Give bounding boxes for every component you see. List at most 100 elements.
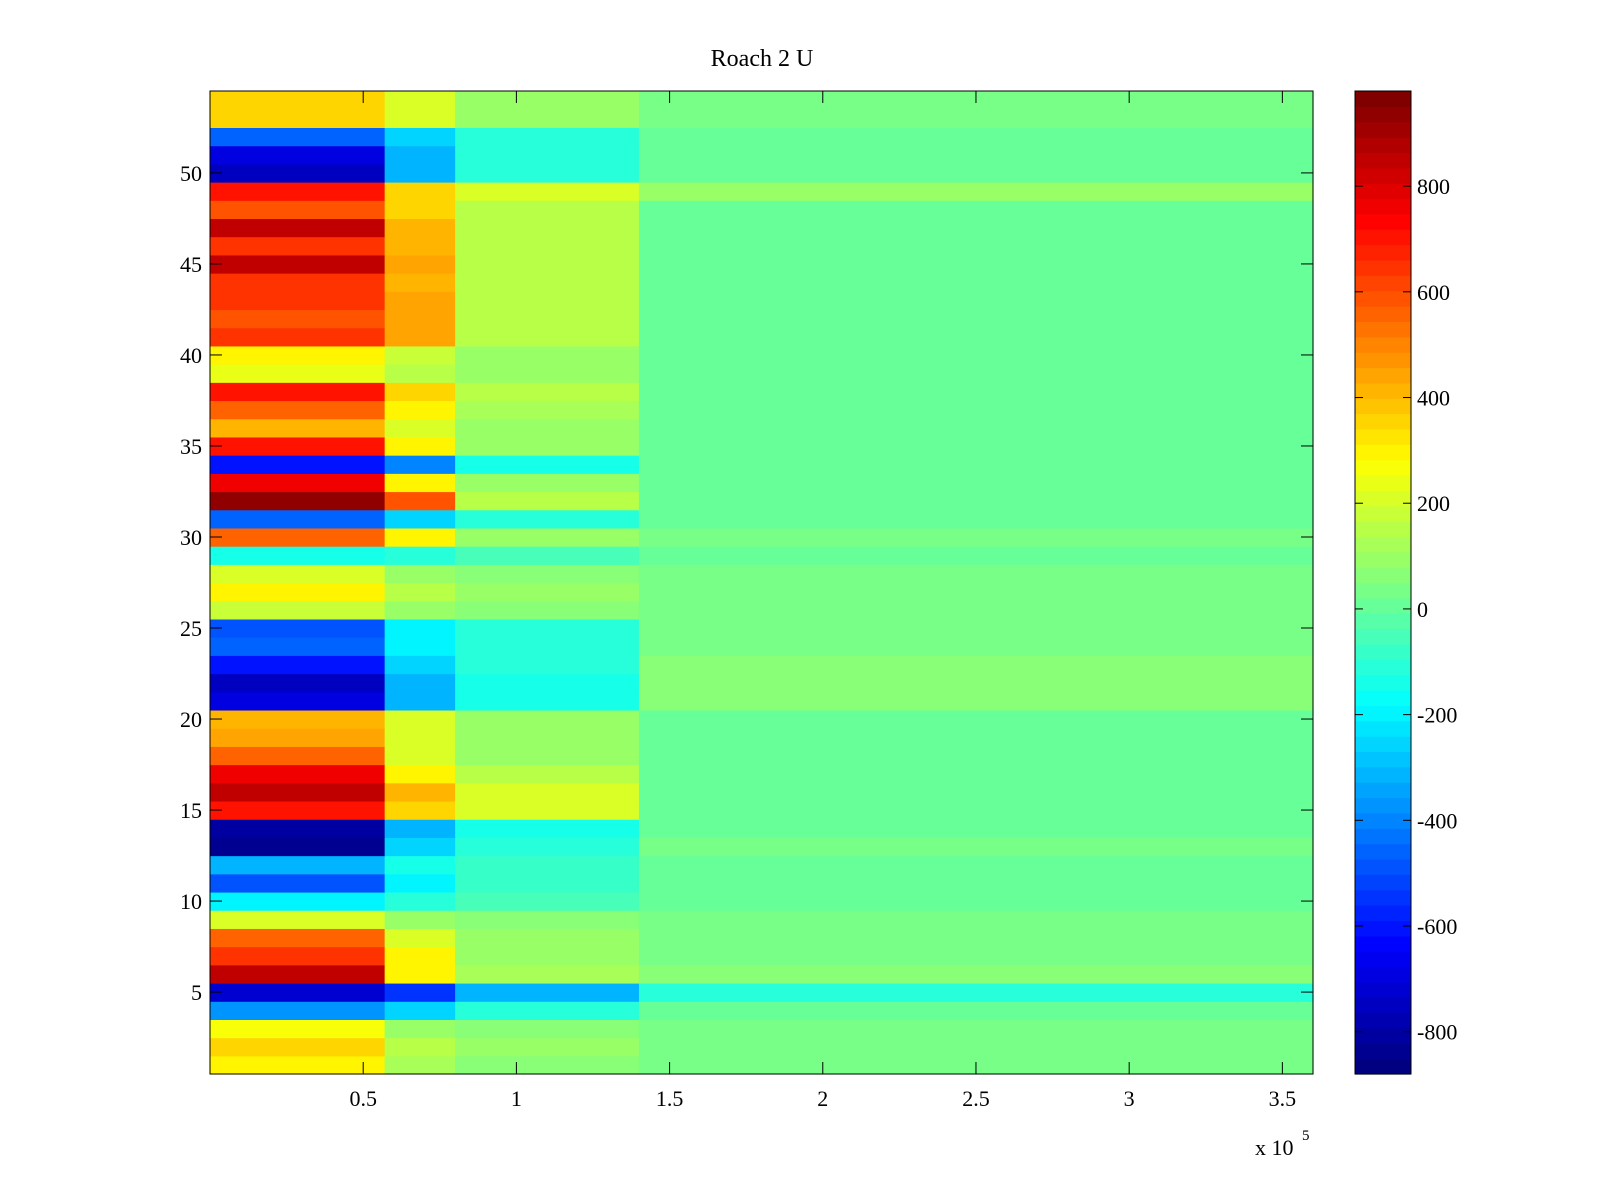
colorbar-segment — [1355, 213, 1411, 230]
heatmap-cell — [384, 400, 456, 420]
heatmap-cell — [455, 564, 640, 584]
heatmap-cell — [384, 1055, 456, 1075]
colorbar-segment — [1355, 198, 1411, 215]
heatmap-cell — [638, 600, 1314, 620]
heatmap-cell — [210, 309, 386, 329]
heatmap-cell — [638, 637, 1314, 656]
heatmap-cell — [210, 218, 386, 238]
colorbar-tick-label: 600 — [1417, 280, 1450, 305]
heatmap-cell — [210, 928, 386, 948]
colorbar-segment — [1355, 444, 1411, 461]
heatmap-cell — [638, 382, 1314, 402]
colorbar-segment — [1355, 167, 1411, 184]
heatmap-cell — [455, 163, 640, 183]
heatmap-cell — [210, 273, 386, 292]
colorbar-segment — [1355, 567, 1411, 584]
heatmap-cell — [455, 345, 640, 365]
heatmap-cell — [210, 1037, 386, 1057]
heatmap-cell — [210, 182, 386, 201]
colorbar-segment — [1355, 428, 1411, 445]
x-tick-label: 0.5 — [349, 1086, 377, 1111]
heatmap-cell — [384, 109, 456, 128]
heatmap-cell — [384, 819, 456, 838]
heatmap-cell — [384, 637, 456, 656]
heatmap-cell — [638, 127, 1314, 147]
heatmap-cell — [384, 582, 456, 602]
colorbar-segment — [1355, 828, 1411, 845]
heatmap-cell — [384, 436, 456, 456]
heatmap-cell — [455, 273, 640, 292]
colorbar-segment — [1355, 490, 1411, 507]
heatmap-cell — [455, 709, 640, 729]
x-axis: 0.5 1 1.5 2 2.5 3 3.5 — [349, 91, 1296, 1111]
heatmap-cell — [384, 236, 456, 256]
heatmap-cell — [455, 600, 640, 620]
y-tick-label: 50 — [180, 161, 202, 186]
heatmap-cell — [638, 837, 1314, 857]
heatmap-cell — [638, 746, 1314, 766]
colorbar-segment — [1355, 966, 1411, 983]
heatmap-cell — [455, 455, 640, 474]
heatmap-cell — [210, 200, 386, 220]
heatmap-cell — [210, 1001, 386, 1020]
heatmap-cell — [210, 764, 386, 784]
heatmap-cell — [638, 473, 1314, 493]
heatmap-cell — [638, 728, 1314, 747]
heatmap-cell — [210, 837, 386, 857]
heatmap-cell — [455, 145, 640, 165]
heatmap-cell — [638, 673, 1314, 693]
heatmap-cell — [638, 819, 1314, 838]
y-tick-label: 20 — [180, 707, 202, 732]
colorbar-tick-label: -200 — [1417, 703, 1457, 728]
heatmap-cell — [384, 691, 456, 711]
heatmap-cell — [638, 546, 1314, 565]
heatmap-cell — [210, 728, 386, 747]
heatmap-cell — [210, 564, 386, 584]
heatmap-cell — [210, 400, 386, 420]
colorbar-segment — [1355, 152, 1411, 169]
x-tick-label: 1.5 — [656, 1086, 684, 1111]
heatmap-cell — [384, 145, 456, 165]
heatmap-cell — [638, 964, 1314, 984]
colorbar-segment — [1355, 905, 1411, 922]
heatmap-cell — [384, 782, 456, 802]
heatmap-cell — [210, 618, 386, 638]
colorbar-frame — [1354, 90, 1412, 1075]
heatmap-cell — [455, 855, 640, 875]
heatmap-cell — [210, 800, 386, 820]
y-tick-label: 10 — [180, 889, 202, 914]
heatmap-cell — [455, 837, 640, 857]
heatmap-cell — [638, 1037, 1314, 1057]
colorbar-segment — [1355, 551, 1411, 568]
heatmap-cell — [455, 418, 640, 438]
heatmap-cell — [384, 709, 456, 729]
heatmap-cell — [455, 982, 640, 1002]
heatmap-cell — [210, 709, 386, 729]
heatmap-cell — [455, 127, 640, 147]
heatmap-cell — [455, 109, 640, 128]
heatmap-cell — [210, 509, 386, 529]
colorbar-segment — [1355, 690, 1411, 706]
colorbar-axis: 800 600 400 200 0 -200 -400 -600 -800 — [1355, 174, 1457, 1045]
heatmap-cell — [384, 418, 456, 438]
heatmap-cell — [210, 546, 386, 565]
heatmap-cell — [210, 418, 386, 438]
heatmap-cell — [384, 491, 456, 511]
heatmap-cell — [455, 182, 640, 201]
heatmap-cell — [638, 855, 1314, 875]
heatmap-cell — [455, 1001, 640, 1020]
heatmap-cell — [455, 327, 640, 347]
heatmap-cell — [638, 910, 1314, 929]
heatmap-cell — [455, 800, 640, 820]
heatmap-cell — [455, 582, 640, 602]
heatmap-cell — [384, 600, 456, 620]
colorbar-segment — [1355, 812, 1411, 829]
heatmap-cell — [210, 382, 386, 402]
heatmap-cell — [384, 327, 456, 347]
heatmap-cell — [455, 964, 640, 984]
heatmap-cell — [638, 564, 1314, 584]
colorbar-segment — [1355, 874, 1411, 891]
heatmap-cell — [210, 327, 386, 347]
heatmap-cell — [638, 327, 1314, 347]
